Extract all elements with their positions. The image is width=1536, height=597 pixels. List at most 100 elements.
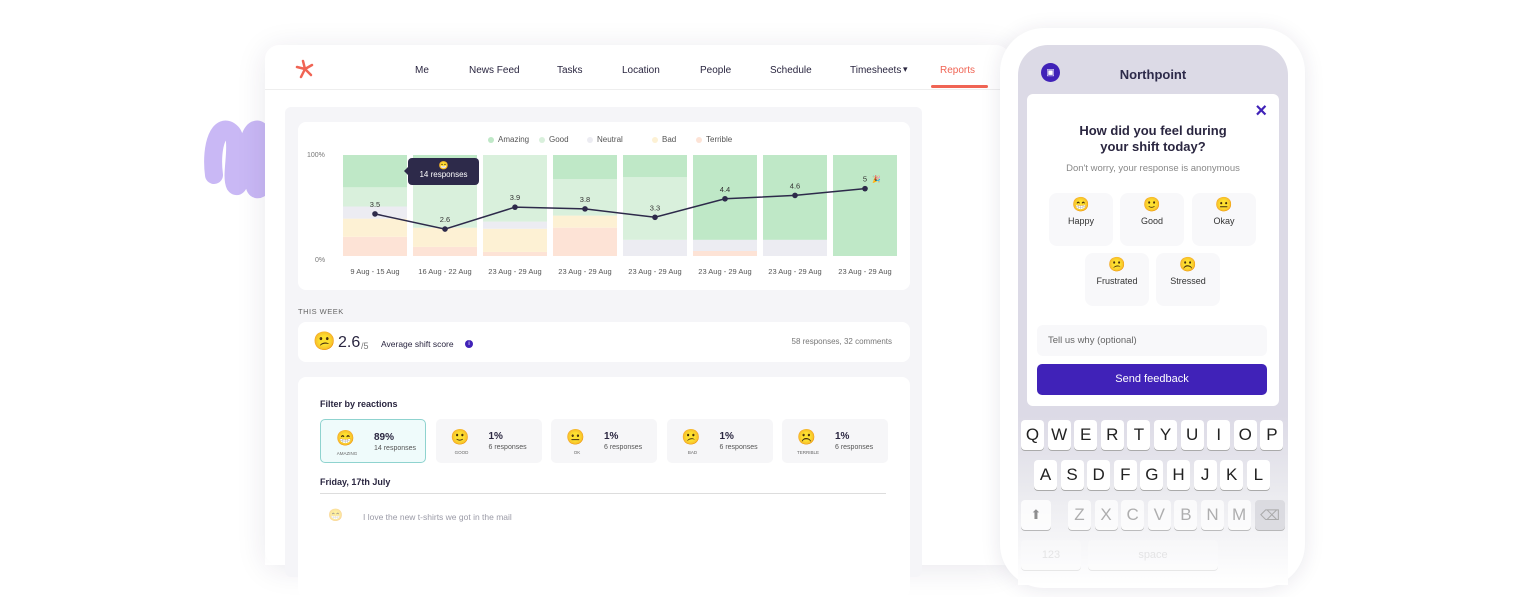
score-point[interactable] [582, 206, 588, 212]
key-g[interactable]: G [1140, 460, 1164, 490]
score-point[interactable] [652, 214, 658, 221]
key-m[interactable]: M [1227, 500, 1251, 530]
bar-segment-neutral[interactable] [623, 239, 687, 256]
key-r[interactable]: R [1100, 420, 1124, 450]
numbers-key[interactable]: 123 [1021, 540, 1081, 570]
reaction-label: BAD [687, 450, 698, 455]
key-t[interactable]: T [1127, 420, 1151, 450]
bar-segment-bad[interactable] [343, 218, 407, 237]
bar-segment-bad[interactable] [413, 227, 477, 247]
key-u[interactable]: U [1180, 420, 1204, 450]
bar-segment-neutral[interactable] [763, 239, 827, 256]
nav-schedule[interactable]: Schedule [770, 65, 812, 76]
mood-option-happy[interactable]: 😁 Happy [1049, 193, 1113, 246]
bar-segment-amazing[interactable] [553, 155, 617, 180]
key-i[interactable]: I [1207, 420, 1231, 450]
nav-tasks[interactable]: Tasks [557, 65, 583, 76]
score-label: 5 [863, 175, 867, 184]
key-x[interactable]: X [1094, 500, 1118, 530]
key-b[interactable]: B [1174, 500, 1198, 530]
nav-people[interactable]: People [700, 65, 732, 76]
shift-key[interactable]: ⬆ [1021, 500, 1051, 530]
bar-segment-terrible[interactable] [553, 227, 617, 256]
key-e[interactable]: E [1074, 420, 1098, 450]
reaction-responses: 6 responses [835, 444, 874, 451]
bar-segment-good[interactable] [623, 177, 687, 240]
score-point[interactable] [512, 204, 518, 210]
key-y[interactable]: Y [1154, 420, 1177, 450]
y-tick: 0% [315, 257, 326, 264]
bar-segment-amazing[interactable] [343, 155, 407, 188]
x-tick: 23 Aug - 29 Aug [698, 267, 752, 276]
close-icon[interactable]: × [1255, 100, 1267, 122]
bar-segment-neutral[interactable] [483, 221, 547, 229]
key-w[interactable]: W [1047, 420, 1071, 450]
key-s[interactable]: S [1060, 460, 1084, 490]
legend-label: Neutral [597, 135, 623, 144]
nav-location[interactable]: Location [622, 65, 660, 76]
nav-news-feed[interactable]: News Feed [469, 65, 520, 76]
logo-icon[interactable] [295, 59, 315, 79]
key-v[interactable]: V [1147, 500, 1171, 530]
bar-segment-amazing[interactable] [833, 155, 897, 256]
mood-option-good[interactable]: 🙂 Good [1120, 193, 1184, 246]
bar-segment-good[interactable] [343, 187, 407, 207]
key-l[interactable]: L [1246, 460, 1270, 490]
score-card: 😕 2.6 /5 Average shift score i 58 respon… [298, 322, 910, 362]
divider [265, 89, 1010, 90]
score-label: 3.8 [580, 195, 590, 204]
key-c[interactable]: C [1121, 500, 1145, 530]
reaction-filter-good[interactable]: 🙂 GOOD 1% 6 responses [435, 419, 542, 463]
backspace-key[interactable]: ⌫ [1255, 500, 1285, 530]
mood-option-okay[interactable]: 😐 Okay [1192, 193, 1256, 246]
key-k[interactable]: K [1220, 460, 1244, 490]
reaction-filter-terrible[interactable]: ☹️ TERRIBLE 1% 6 responses [782, 419, 888, 463]
bar-segment-neutral[interactable] [693, 239, 757, 251]
bar-segment-terrible[interactable] [343, 236, 407, 256]
reaction-filter-bad[interactable]: 😕 BAD 1% 6 responses [666, 419, 773, 463]
chevron-down-icon[interactable]: ▾ [903, 64, 908, 74]
mood-option-stressed[interactable]: ☹️ Stressed [1156, 253, 1220, 306]
nav-reports[interactable]: Reports [940, 65, 976, 76]
bar-segment-terrible[interactable] [483, 251, 547, 256]
reason-input[interactable]: Tell us why (optional) [1037, 325, 1267, 356]
score-point[interactable] [372, 211, 378, 217]
mood-option-frustrated[interactable]: 😕 Frustrated [1085, 253, 1149, 306]
send-feedback-button[interactable]: Send feedback [1037, 364, 1267, 395]
score-point[interactable] [862, 185, 868, 192]
bar-segment-bad[interactable] [483, 228, 547, 252]
store-icon: ▣ [1041, 63, 1060, 82]
score-emoji: 😕 [313, 331, 336, 351]
bar-segment-bad[interactable] [553, 215, 617, 228]
key-d[interactable]: D [1087, 460, 1111, 490]
key-h[interactable]: H [1167, 460, 1190, 490]
stacked-bar-chart: 3.5 2.6 3.9 3.8 3.3 4.4 4.6 5 🎉 [343, 155, 897, 256]
key-z[interactable]: Z [1068, 500, 1091, 530]
nav-me[interactable]: Me [415, 65, 429, 76]
key-p[interactable]: P [1260, 420, 1284, 450]
score-label: 2.6 [440, 215, 450, 224]
bar-segment-good[interactable] [483, 155, 547, 222]
key-a[interactable]: A [1034, 460, 1057, 490]
nav-timesheets[interactable]: Timesheets [850, 65, 902, 76]
x-tick: 23 Aug - 29 Aug [558, 267, 612, 276]
bar-segment-terrible[interactable] [413, 246, 477, 256]
score-label: 4.6 [790, 181, 800, 190]
key-n[interactable]: N [1201, 500, 1224, 530]
key-q[interactable]: Q [1021, 420, 1044, 450]
space-key[interactable]: space [1088, 540, 1218, 570]
bar-segment-amazing[interactable] [623, 155, 687, 178]
reaction-filter-ok[interactable]: 😐 OK 1% 6 responses [551, 419, 657, 463]
key-j[interactable]: J [1193, 460, 1217, 490]
score-point[interactable] [792, 192, 798, 199]
score-point[interactable] [442, 226, 448, 232]
bar-segment-terrible[interactable] [693, 250, 757, 256]
mood-label: Good [1140, 216, 1164, 226]
info-icon[interactable]: i [465, 340, 473, 348]
key-f[interactable]: F [1113, 460, 1137, 490]
active-tab-indicator [931, 85, 988, 88]
score-point[interactable] [722, 195, 728, 202]
feedback-subtitle: Don't worry, your response is anonymous [1066, 163, 1240, 174]
reaction-filter-amazing[interactable]: 😁 AMAZING 89% 14 responses [320, 419, 426, 463]
key-o[interactable]: O [1233, 420, 1257, 450]
